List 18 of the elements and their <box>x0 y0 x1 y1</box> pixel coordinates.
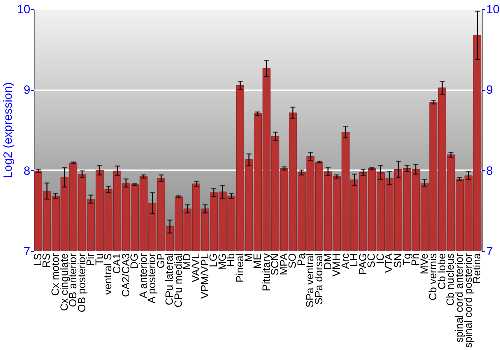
x-tick-label: DG <box>129 254 142 270</box>
y-axis-title: Log2 (expression) <box>1 82 16 179</box>
y-tick-label: 9 <box>24 83 31 98</box>
y-tick-label: 8 <box>24 164 31 178</box>
y2-tick-label: 9 <box>486 83 494 98</box>
x-tick-label: Tg <box>401 253 414 266</box>
x-tick-label: A posterior <box>146 253 159 304</box>
y2-tick-label: 7 <box>486 244 494 258</box>
y2-tick-label: 8 <box>486 164 494 178</box>
y-tick-label: 10 <box>17 2 31 16</box>
x-tick-label: Pineal <box>234 254 246 283</box>
x-tick-label: SPa dorsal <box>313 254 326 305</box>
x-tick-label: PAG <box>357 254 370 275</box>
x-tick-label: IC <box>374 253 387 264</box>
y2-tick-label: 10 <box>486 2 500 16</box>
y-tick-label: 7 <box>24 244 31 258</box>
x-tick-label: CA1 <box>111 253 124 274</box>
x-tick-label: OB posterior <box>76 253 88 312</box>
